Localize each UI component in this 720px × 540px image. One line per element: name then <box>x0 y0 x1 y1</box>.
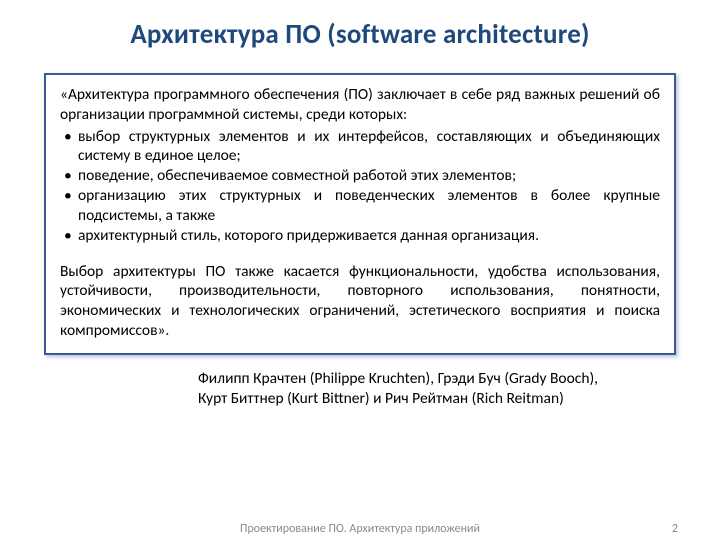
slide: Архитектура ПО (software architecture) «… <box>0 0 720 540</box>
definition-box: «Архитектура программного обеспечения (П… <box>44 73 676 355</box>
bullet-item: организацию этих структурных и поведенче… <box>60 186 660 226</box>
page-number: 2 <box>672 522 678 536</box>
attribution-line: Филипп Крачтен (Philippe Kruchten), Грэд… <box>198 369 678 389</box>
attribution: Филипп Крачтен (Philippe Kruchten), Грэд… <box>198 369 678 409</box>
slide-title: Архитектура ПО (software architecture) <box>38 18 682 51</box>
definition-outro: Выбор архитектуры ПО также касается функ… <box>60 262 660 341</box>
bullet-item: архитектурный стиль, которого придержива… <box>60 226 660 246</box>
footer-text: Проектирование ПО. Архитектура приложени… <box>0 522 720 536</box>
bullet-item: поведение, обеспечиваемое совместной раб… <box>60 166 660 186</box>
bullet-item: выбор структурных элементов и их интерфе… <box>60 127 660 167</box>
attribution-line: Курт Биттнер (Kurt Bittner) и Рич Рейтма… <box>198 389 678 409</box>
definition-bullets: выбор структурных элементов и их интерфе… <box>60 127 660 246</box>
definition-intro: «Архитектура программного обеспечения (П… <box>60 85 660 125</box>
